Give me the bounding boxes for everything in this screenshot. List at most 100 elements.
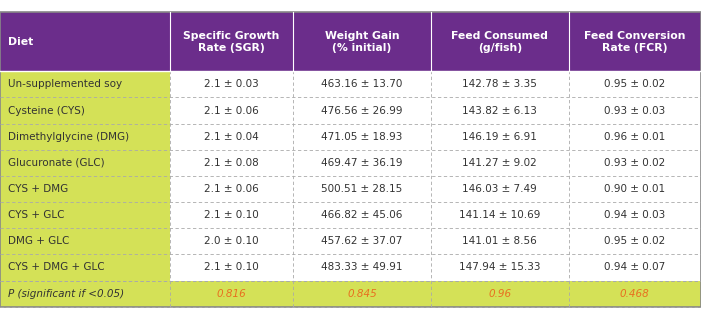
Text: 0.90 ± 0.01: 0.90 ± 0.01 (604, 184, 665, 194)
Bar (431, 176, 569, 202)
Bar (431, 228, 569, 255)
Bar (431, 150, 569, 176)
Bar (0, 150, 170, 176)
Bar (293, 12, 431, 71)
Text: 147.94 ± 15.33: 147.94 ± 15.33 (459, 263, 540, 272)
Text: 469.47 ± 36.19: 469.47 ± 36.19 (321, 158, 403, 168)
Bar (0, 98, 170, 123)
Text: 0.95 ± 0.02: 0.95 ± 0.02 (604, 236, 665, 246)
Text: CYS + DMG: CYS + DMG (8, 184, 69, 194)
Bar (431, 202, 569, 228)
Bar (569, 176, 701, 202)
Text: 2.1 ± 0.10: 2.1 ± 0.10 (204, 263, 259, 272)
Text: 0.95 ± 0.02: 0.95 ± 0.02 (604, 79, 665, 89)
Bar (0, 228, 170, 255)
Bar (170, 12, 293, 71)
Text: 142.78 ± 3.35: 142.78 ± 3.35 (463, 79, 537, 89)
Text: 143.82 ± 6.13: 143.82 ± 6.13 (463, 106, 537, 115)
Text: 500.51 ± 28.15: 500.51 ± 28.15 (322, 184, 402, 194)
Text: CYS + DMG + GLC: CYS + DMG + GLC (8, 263, 105, 272)
Bar (569, 281, 701, 307)
Bar (170, 228, 293, 255)
Text: 0.845: 0.845 (347, 289, 377, 299)
Text: P (significant if <0.05): P (significant if <0.05) (8, 289, 125, 299)
Bar (569, 124, 701, 150)
Bar (170, 98, 293, 123)
Text: 2.1 ± 0.03: 2.1 ± 0.03 (204, 79, 259, 89)
Text: 0.93 ± 0.02: 0.93 ± 0.02 (604, 158, 665, 168)
Text: 471.05 ± 18.93: 471.05 ± 18.93 (321, 132, 403, 142)
Bar (431, 12, 569, 71)
Bar (293, 202, 431, 228)
Bar (170, 176, 293, 202)
Text: 0.93 ± 0.03: 0.93 ± 0.03 (604, 106, 665, 115)
Text: DMG + GLC: DMG + GLC (8, 236, 70, 246)
Text: Weight Gain
(% initial): Weight Gain (% initial) (325, 31, 400, 53)
Bar (170, 150, 293, 176)
Bar (293, 176, 431, 202)
Text: 463.16 ± 13.70: 463.16 ± 13.70 (321, 79, 403, 89)
Text: 141.27 ± 9.02: 141.27 ± 9.02 (463, 158, 537, 168)
Bar (293, 124, 431, 150)
Text: 0.96: 0.96 (489, 289, 511, 299)
Bar (293, 281, 431, 307)
Text: 2.1 ± 0.06: 2.1 ± 0.06 (204, 106, 259, 115)
Bar (431, 255, 569, 281)
Text: 141.01 ± 8.56: 141.01 ± 8.56 (463, 236, 537, 246)
Bar (0, 12, 170, 71)
Bar (293, 150, 431, 176)
Bar (0, 176, 170, 202)
Bar (0, 281, 170, 307)
Text: CYS + GLC: CYS + GLC (8, 210, 65, 220)
Text: 0.94 ± 0.03: 0.94 ± 0.03 (604, 210, 665, 220)
Bar (293, 228, 431, 255)
Text: 2.1 ± 0.06: 2.1 ± 0.06 (204, 184, 259, 194)
Text: 2.1 ± 0.10: 2.1 ± 0.10 (204, 210, 259, 220)
Bar (293, 255, 431, 281)
Bar (170, 71, 293, 98)
Text: 0.816: 0.816 (217, 289, 247, 299)
Bar (170, 124, 293, 150)
Text: 466.82 ± 45.06: 466.82 ± 45.06 (321, 210, 403, 220)
Bar (569, 202, 701, 228)
Text: 2.1 ± 0.04: 2.1 ± 0.04 (204, 132, 259, 142)
Bar (0, 255, 170, 281)
Text: 476.56 ± 26.99: 476.56 ± 26.99 (321, 106, 403, 115)
Text: 0.94 ± 0.07: 0.94 ± 0.07 (604, 263, 665, 272)
Bar (431, 124, 569, 150)
Text: 146.19 ± 6.91: 146.19 ± 6.91 (463, 132, 537, 142)
Text: Specific Growth
Rate (SGR): Specific Growth Rate (SGR) (184, 31, 280, 53)
Text: Diet: Diet (8, 37, 34, 47)
Bar (170, 281, 293, 307)
Bar (569, 71, 701, 98)
Bar (293, 71, 431, 98)
Bar (569, 228, 701, 255)
Text: Cysteine (CYS): Cysteine (CYS) (8, 106, 86, 115)
Bar (569, 98, 701, 123)
Text: Dimethylglycine (DMG): Dimethylglycine (DMG) (8, 132, 130, 142)
Text: 2.0 ± 0.10: 2.0 ± 0.10 (205, 236, 259, 246)
Bar (0, 202, 170, 228)
Text: 2.1 ± 0.08: 2.1 ± 0.08 (204, 158, 259, 168)
Bar (569, 12, 701, 71)
Text: 146.03 ± 7.49: 146.03 ± 7.49 (463, 184, 537, 194)
Bar (0, 71, 170, 98)
Text: 0.96 ± 0.01: 0.96 ± 0.01 (604, 132, 665, 142)
Text: Feed Conversion
Rate (FCR): Feed Conversion Rate (FCR) (584, 31, 686, 53)
Bar (431, 71, 569, 98)
Text: Glucuronate (GLC): Glucuronate (GLC) (8, 158, 105, 168)
Bar (431, 281, 569, 307)
Text: 483.33 ± 49.91: 483.33 ± 49.91 (321, 263, 403, 272)
Bar (569, 150, 701, 176)
Text: Un-supplemented soy: Un-supplemented soy (8, 79, 123, 89)
Bar (293, 98, 431, 123)
Bar (0, 124, 170, 150)
Bar (170, 202, 293, 228)
Text: 457.62 ± 37.07: 457.62 ± 37.07 (321, 236, 403, 246)
Text: 0.468: 0.468 (620, 289, 650, 299)
Bar (170, 255, 293, 281)
Bar (431, 98, 569, 123)
Text: Feed Consumed
(g/fish): Feed Consumed (g/fish) (451, 31, 548, 53)
Text: 141.14 ± 10.69: 141.14 ± 10.69 (459, 210, 540, 220)
Bar (569, 255, 701, 281)
